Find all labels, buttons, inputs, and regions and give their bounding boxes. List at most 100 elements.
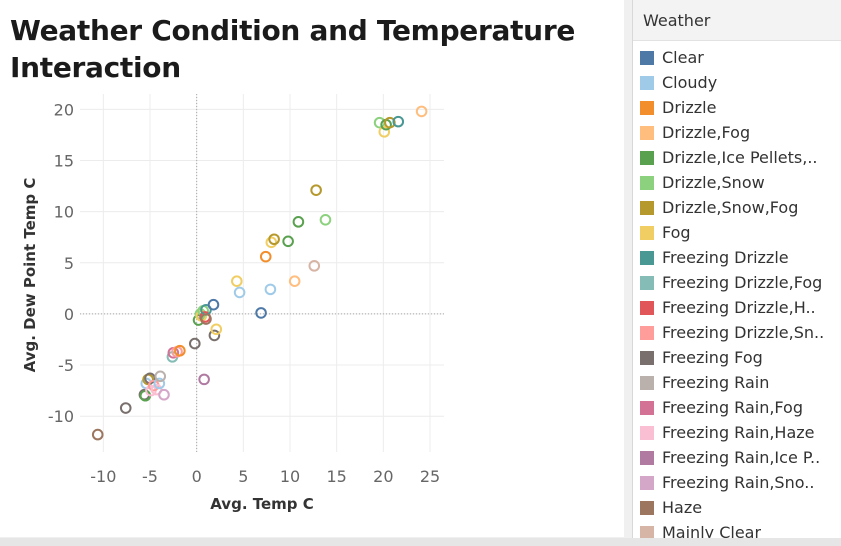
data-point xyxy=(268,233,280,246)
y-tick-label: -10 xyxy=(48,407,74,426)
x-tick-label: 15 xyxy=(326,467,346,486)
data-point xyxy=(119,402,132,414)
y-tick-label: 15 xyxy=(54,151,74,170)
data-point xyxy=(207,298,220,311)
data-point xyxy=(91,428,104,441)
x-tick-label: 10 xyxy=(280,467,300,486)
legend-swatch xyxy=(640,375,654,390)
y-tick-label: 0 xyxy=(64,305,74,324)
legend-item[interactable]: Freezing Fog xyxy=(633,345,841,370)
legend-item[interactable]: Mainly Clear xyxy=(633,520,841,540)
data-point xyxy=(154,370,167,383)
legend-swatch xyxy=(640,325,654,340)
scatter-plot: -10 -5 0 5 10 15 20 25 -10 -5 0 5 10 15 20 xyxy=(48,94,444,486)
x-tick-label: 0 xyxy=(192,467,202,486)
data-point xyxy=(189,337,201,350)
legend-item[interactable]: Drizzle,Fog xyxy=(633,120,841,145)
data-point xyxy=(415,105,428,118)
legend-label: Haze xyxy=(662,498,703,517)
data-point xyxy=(378,126,391,138)
legend-header[interactable]: Weather xyxy=(633,0,841,41)
data-point xyxy=(319,214,332,226)
legend-label: Drizzle,Ice Pellets,.. xyxy=(662,148,818,167)
legend-item[interactable]: Haze xyxy=(633,495,841,520)
legend-swatch xyxy=(640,150,654,165)
legend-swatch xyxy=(640,200,654,215)
x-axis-label: Avg. Temp C xyxy=(210,495,314,513)
legend-item[interactable]: Freezing Drizzle xyxy=(633,245,841,270)
data-point xyxy=(384,116,396,129)
legend-swatch xyxy=(640,500,654,515)
legend-label: Freezing Drizzle,H.. xyxy=(662,298,816,317)
legend-label: Freezing Rain,Ice P.. xyxy=(662,448,821,467)
x-tick-label: 25 xyxy=(420,467,440,486)
x-tick-label: 20 xyxy=(373,467,393,486)
data-point xyxy=(255,307,267,319)
data-point xyxy=(288,275,301,287)
legend-item[interactable]: Freezing Drizzle,Sn.. xyxy=(633,320,841,345)
legend-item[interactable]: Freezing Drizzle,H.. xyxy=(633,295,841,320)
data-point xyxy=(310,184,322,196)
legend-panel: Weather Clear Cloudy Drizzle Drizzle,Fog Dri… xyxy=(632,0,841,540)
legend-swatch xyxy=(640,50,654,65)
data-point xyxy=(210,323,223,336)
data-point xyxy=(208,329,221,342)
legend-swatch xyxy=(640,400,654,415)
legend-swatch xyxy=(640,425,654,440)
legend-swatch xyxy=(640,475,654,490)
legend-label: Freezing Drizzle,Sn.. xyxy=(662,323,825,342)
legend-swatch xyxy=(640,275,654,290)
legend-item[interactable]: Freezing Rain,Sno.. xyxy=(633,470,841,495)
legend-item[interactable]: Cloudy xyxy=(633,70,841,95)
legend-label: Freezing Rain,Haze xyxy=(662,423,815,442)
legend-item[interactable]: Drizzle,Ice Pellets,.. xyxy=(633,145,841,170)
legend-item[interactable]: Freezing Rain,Haze xyxy=(633,420,841,445)
data-point xyxy=(174,344,186,357)
legend-item[interactable]: Freezing Rain,Fog xyxy=(633,395,841,420)
data-point xyxy=(282,235,294,248)
legend-label: Freezing Rain,Sno.. xyxy=(662,473,815,492)
legend-swatch xyxy=(640,100,654,115)
data-point xyxy=(233,286,246,299)
legend-label: Freezing Drizzle xyxy=(662,248,789,267)
legend-item[interactable]: Freezing Rain,Ice P.. xyxy=(633,445,841,470)
legend-swatch xyxy=(640,300,654,315)
legend-swatch xyxy=(640,75,654,90)
data-point xyxy=(231,275,243,287)
data-point xyxy=(158,388,170,401)
x-tick-label: -5 xyxy=(142,467,158,486)
legend-swatch xyxy=(640,250,654,265)
legend-item[interactable]: Fog xyxy=(633,220,841,245)
legend-swatch xyxy=(640,125,654,140)
data-point xyxy=(392,115,405,128)
legend-item[interactable]: Freezing Rain xyxy=(633,370,841,395)
legend-item[interactable]: Drizzle,Snow xyxy=(633,170,841,195)
legend-swatch xyxy=(640,225,654,240)
legend-label: Clear xyxy=(662,48,704,67)
y-tick-label: 20 xyxy=(54,100,74,119)
legend-swatch xyxy=(640,350,654,365)
legend-item[interactable]: Drizzle,Snow,Fog xyxy=(633,195,841,220)
legend-item[interactable]: Freezing Drizzle,Fog xyxy=(633,270,841,295)
legend-item[interactable]: Drizzle xyxy=(633,95,841,120)
chart-title: Weather Condition and Temperature Intera… xyxy=(10,14,576,84)
legend-label: Fog xyxy=(662,223,691,242)
legend-swatch xyxy=(640,450,654,465)
data-point xyxy=(259,250,272,263)
y-axis-label-container: Avg. Dew Point Temp C xyxy=(18,90,42,460)
data-point xyxy=(200,313,212,325)
legend-label: Drizzle xyxy=(662,98,717,117)
data-point xyxy=(292,216,305,228)
legend-item[interactable]: Clear xyxy=(633,45,841,70)
y-tick-label: -5 xyxy=(58,356,74,375)
legend-label: Drizzle,Fog xyxy=(662,123,751,142)
legend-swatch xyxy=(640,525,654,540)
legend-label: Freezing Rain,Fog xyxy=(662,398,803,417)
x-tick-label: -10 xyxy=(90,467,116,486)
legend-swatch xyxy=(640,175,654,190)
horizontal-scrollbar[interactable] xyxy=(0,538,841,546)
legend-label: Cloudy xyxy=(662,73,718,92)
legend-label: Drizzle,Snow,Fog xyxy=(662,198,799,217)
legend-label: Freezing Rain xyxy=(662,373,770,392)
chart-worksheet: Weather Condition and Temperature Intera… xyxy=(0,0,624,537)
